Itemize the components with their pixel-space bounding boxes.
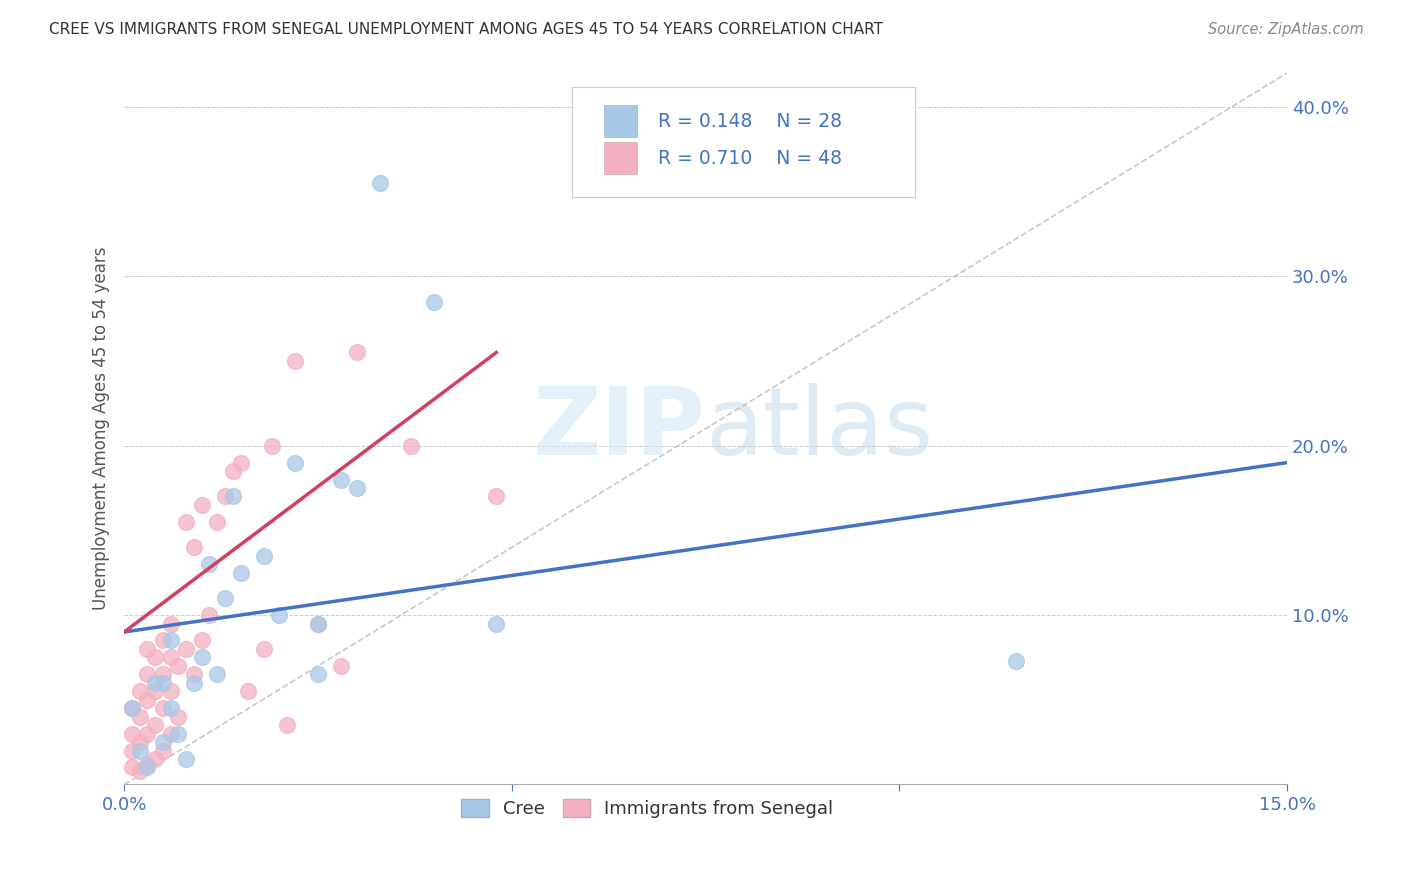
Text: CREE VS IMMIGRANTS FROM SENEGAL UNEMPLOYMENT AMONG AGES 45 TO 54 YEARS CORRELATI: CREE VS IMMIGRANTS FROM SENEGAL UNEMPLOY… [49,22,883,37]
Point [128,735,150,749]
Point [174,752,197,766]
Point [307,616,329,631]
Point [167,726,190,740]
Point [167,709,190,723]
Point [485,490,508,504]
Point [159,684,181,698]
Point [269,608,291,623]
Point [174,515,197,529]
Point [152,633,174,648]
Point [143,675,166,690]
Point [152,675,174,690]
Point [183,667,205,681]
Point [222,464,245,478]
Point [128,684,150,698]
Y-axis label: Unemployment Among Ages 45 to 54 years: Unemployment Among Ages 45 to 54 years [93,247,110,610]
Point [198,608,221,623]
Point [143,650,166,665]
Point [190,633,212,648]
Bar [605,143,637,174]
Point [368,176,391,190]
Point [136,641,159,656]
Point [284,456,307,470]
Point [183,541,205,555]
Point [136,760,159,774]
Point [136,692,159,706]
Point [121,743,143,757]
Point [229,566,252,580]
Point [159,616,181,631]
Point [198,558,221,572]
Legend: Cree, Immigrants from Senegal: Cree, Immigrants from Senegal [454,791,841,825]
Point [330,658,353,673]
Point [174,641,197,656]
Point [159,726,181,740]
Point [136,726,159,740]
Point [284,354,307,368]
Point [128,764,150,778]
Point [128,743,150,757]
Point [159,633,181,648]
Point [330,473,353,487]
Point [183,675,205,690]
Point [152,735,174,749]
Point [152,743,174,757]
Point [214,490,236,504]
Point [1004,654,1026,668]
Point [121,760,143,774]
Point [222,490,245,504]
FancyBboxPatch shape [572,87,915,197]
Point [214,591,236,606]
Point [253,641,276,656]
Point [307,667,329,681]
Text: R = 0.148    N = 28: R = 0.148 N = 28 [658,112,842,131]
Point [128,709,150,723]
Point [207,667,229,681]
Point [121,726,143,740]
Point [121,701,143,715]
Point [190,498,212,512]
Point [136,757,159,772]
Point [143,752,166,766]
Point [229,456,252,470]
Point [346,481,368,495]
Point [346,345,368,359]
Point [143,718,166,732]
Point [159,701,181,715]
Point [485,616,508,631]
Point [253,549,276,563]
Point [307,616,329,631]
Point [190,650,212,665]
Point [136,667,159,681]
Point [159,650,181,665]
Point [260,439,283,453]
Point [167,658,190,673]
Point [152,667,174,681]
Text: ZIP: ZIP [533,383,706,475]
Point [238,684,260,698]
Point [152,701,174,715]
Bar [605,105,637,137]
Point [121,701,143,715]
Point [143,684,166,698]
Point [399,439,422,453]
Text: atlas: atlas [706,383,934,475]
Point [276,718,298,732]
Text: R = 0.710    N = 48: R = 0.710 N = 48 [658,149,842,168]
Text: Source: ZipAtlas.com: Source: ZipAtlas.com [1208,22,1364,37]
Point [423,294,446,309]
Point [207,515,229,529]
